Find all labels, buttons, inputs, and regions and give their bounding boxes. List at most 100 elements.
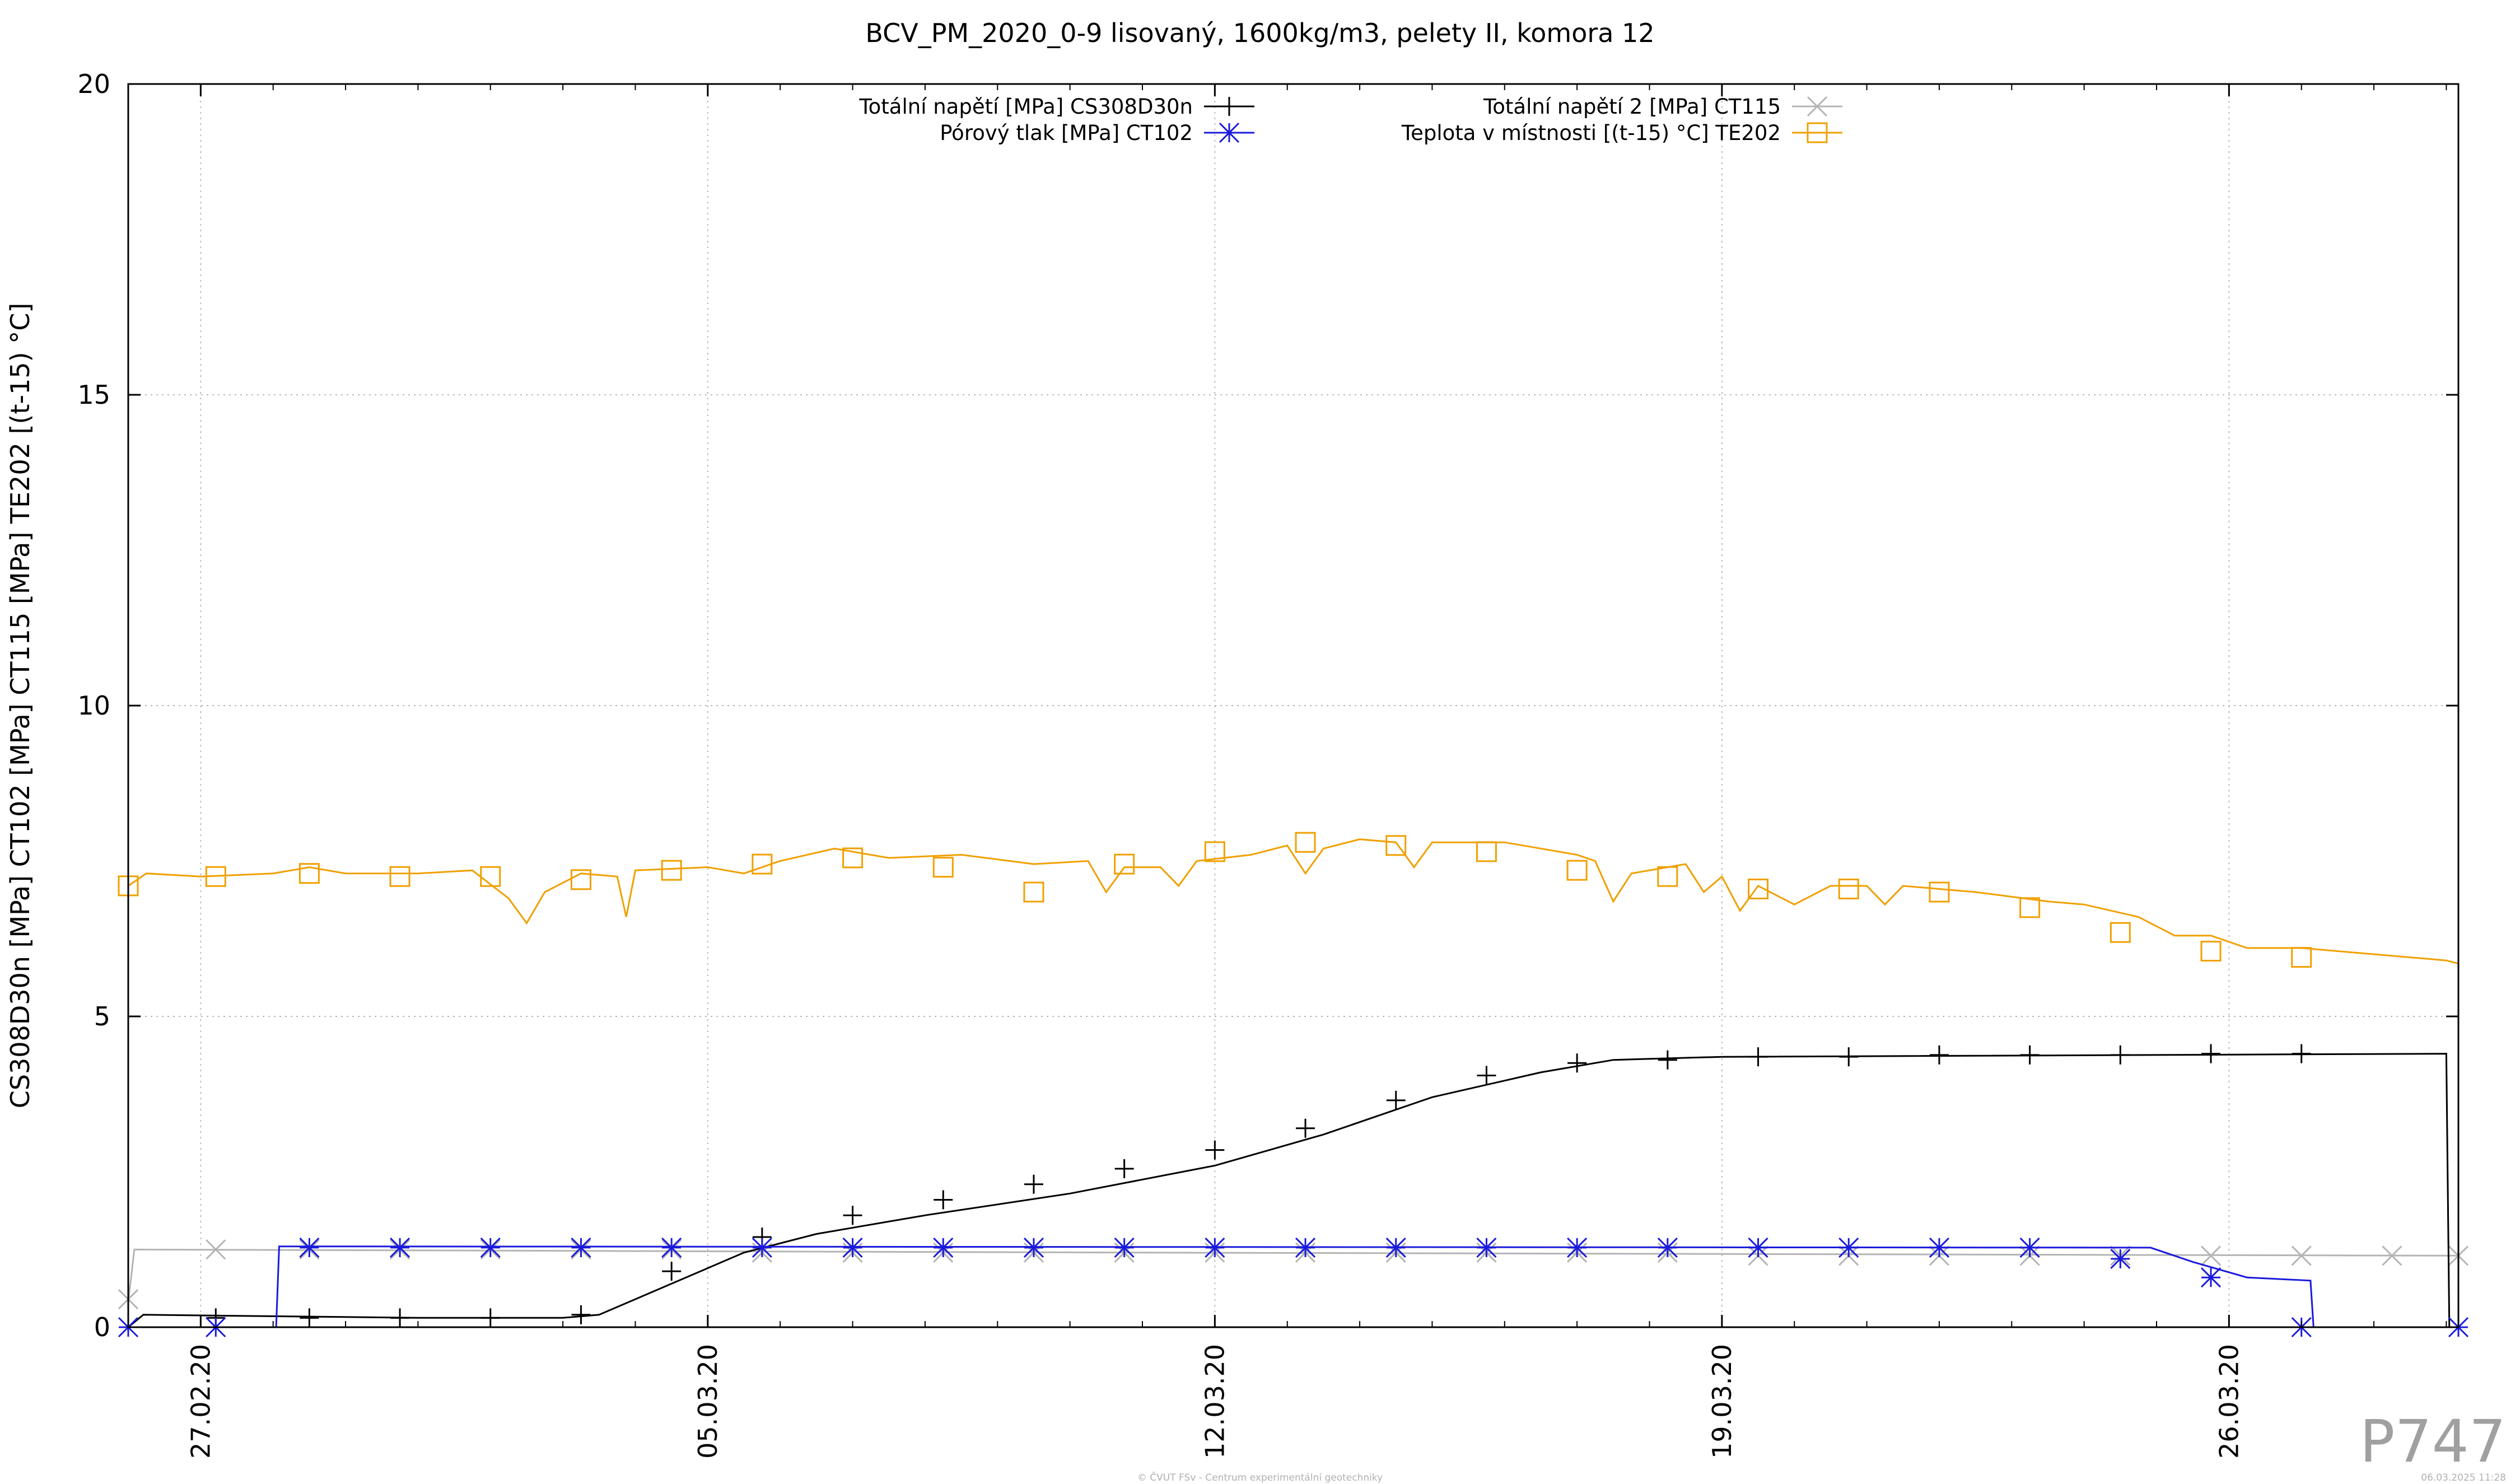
data-point-te202-box — [1476, 841, 1497, 862]
data-point-ct102 — [2110, 1248, 2131, 1269]
data-point-cs308d30n — [1205, 1140, 1225, 1160]
data-point-cs308d30n — [1839, 1047, 1859, 1067]
data-point-cs308d30n — [300, 1308, 319, 1328]
data-point-ct102-b — [842, 1237, 863, 1258]
series-ct115 — [118, 1239, 2469, 1310]
data-point-ct115 — [206, 1239, 226, 1260]
data-point-ct102-b — [1929, 1237, 1949, 1258]
data-point-ct102-b — [1748, 1237, 1768, 1258]
data-point-te202 — [1385, 835, 1407, 856]
data-point-ct102 — [2019, 1237, 2040, 1258]
data-point-ct102-b — [1023, 1237, 1044, 1258]
data-point-ct102 — [571, 1237, 591, 1258]
data-point-te202-box — [1023, 881, 1044, 903]
data-point-te202 — [1023, 881, 1044, 903]
data-point-te202 — [1748, 878, 1769, 899]
chart-title: BCV_PM_2020_0-9 lisovaný, 1600kg/m3, pel… — [865, 18, 1654, 48]
data-point-ct102 — [1748, 1237, 1768, 1258]
y-tick-label: 5 — [94, 1001, 110, 1032]
data-point-ct102 — [1657, 1237, 1678, 1258]
series-line-te202 — [128, 838, 2459, 965]
data-point-cs308d30n — [1024, 1174, 1043, 1194]
data-point-te202-box — [1566, 860, 1588, 881]
data-point-ct102-b — [480, 1237, 501, 1258]
data-point-te202-box — [2019, 897, 2041, 918]
data-point-ct102-b — [299, 1237, 320, 1258]
data-point-cs308d30n — [1658, 1050, 1677, 1070]
data-point-ct102-b — [1385, 1237, 1406, 1258]
data-point-te202 — [2019, 897, 2041, 918]
data-point-ct115-b — [2200, 1245, 2222, 1266]
data-point-cs308d30n — [1748, 1047, 1768, 1067]
data-point-ct102-b — [752, 1237, 772, 1258]
data-point-cs308d30n — [2111, 1045, 2130, 1065]
page-code: P747 — [2360, 1407, 2506, 1476]
data-point-ct102 — [299, 1237, 320, 1258]
series-layer — [118, 832, 2469, 1338]
data-point-te202 — [298, 863, 320, 884]
data-point-ct102 — [661, 1237, 682, 1258]
data-point-ct102 — [1295, 1237, 1316, 1258]
data-point-ct102 — [1114, 1237, 1135, 1258]
data-point-te202 — [842, 847, 864, 869]
data-point-ct115 — [2291, 1245, 2312, 1266]
data-point-cs308d30n — [2292, 1044, 2311, 1063]
axis-ticks: 0 5 10 15 20 27.02.20 05.03.20 12.03.20 19.03.20… — [77, 69, 2458, 1459]
data-point-cs308d30n — [1386, 1090, 1406, 1110]
data-point-te202 — [1114, 853, 1135, 875]
data-point-te202-box — [1295, 832, 1316, 853]
y-tick-label: 0 — [94, 1312, 110, 1342]
data-point-ct102 — [1205, 1237, 1225, 1258]
data-point-te202-box — [1114, 853, 1135, 875]
data-point-cs308d30n — [662, 1262, 682, 1281]
data-point-te202 — [1295, 832, 1316, 853]
data-point-te202-box — [1385, 835, 1407, 856]
series-line-ct102 — [128, 1245, 2458, 1328]
legend-marker-ct102-b — [1219, 122, 1240, 143]
data-point-ct102-b — [2019, 1237, 2040, 1258]
data-point-te202 — [1929, 881, 1950, 903]
data-point-ct102 — [480, 1237, 501, 1258]
data-point-ct102-b — [661, 1237, 682, 1258]
data-point-ct102-b — [571, 1237, 591, 1258]
data-point-cs308d30n — [1567, 1053, 1587, 1073]
y-tick-label: 15 — [77, 380, 110, 410]
x-tick-label: 19.03.20 — [1707, 1344, 1737, 1459]
footer-timestamp: 06.03.2025 11:28 — [2421, 1472, 2506, 1483]
data-point-cs308d30n — [2201, 1044, 2221, 1063]
data-point-ct102 — [1023, 1237, 1044, 1258]
data-point-ct102 — [390, 1237, 410, 1258]
data-point-te202 — [1657, 866, 1678, 887]
data-point-ct115-b — [2291, 1245, 2312, 1266]
data-point-cs308d30n — [390, 1308, 410, 1328]
data-point-ct102 — [933, 1237, 954, 1258]
data-point-ct102-b — [1567, 1237, 1588, 1258]
x-tick-label: 26.03.20 — [2214, 1344, 2244, 1459]
data-point-ct115 — [2382, 1245, 2402, 1266]
data-point-te202-box — [298, 863, 320, 884]
legend-label-ct102: Pórový tlak [MPa] CT102 — [940, 121, 1193, 145]
data-point-te202-box — [932, 857, 954, 878]
data-point-ct115-b — [2382, 1245, 2402, 1266]
data-point-ct102 — [1385, 1237, 1406, 1258]
x-tick-label: 05.03.20 — [693, 1344, 723, 1459]
data-point-te202-box — [389, 866, 410, 887]
data-point-te202-box — [205, 866, 226, 887]
x-tick-label: 12.03.20 — [1200, 1344, 1230, 1459]
grid-lines — [128, 84, 2458, 1327]
data-point-ct102 — [1476, 1237, 1497, 1258]
data-point-ct102 — [1567, 1237, 1588, 1258]
data-point-te202 — [570, 869, 591, 890]
data-point-ct102-b — [933, 1237, 954, 1258]
legend-marker-te202-box — [1807, 122, 1828, 143]
data-point-te202 — [1566, 860, 1588, 881]
series-te202 — [118, 832, 2459, 968]
legend-marker-ct115-b — [1807, 96, 1828, 117]
data-point-te202-box — [1838, 878, 1859, 899]
data-point-cs308d30n — [843, 1206, 862, 1225]
data-point-ct102-b — [1205, 1237, 1225, 1258]
data-point-te202 — [389, 866, 410, 887]
data-point-te202-box — [1657, 866, 1678, 887]
data-point-ct102-b — [1476, 1237, 1497, 1258]
